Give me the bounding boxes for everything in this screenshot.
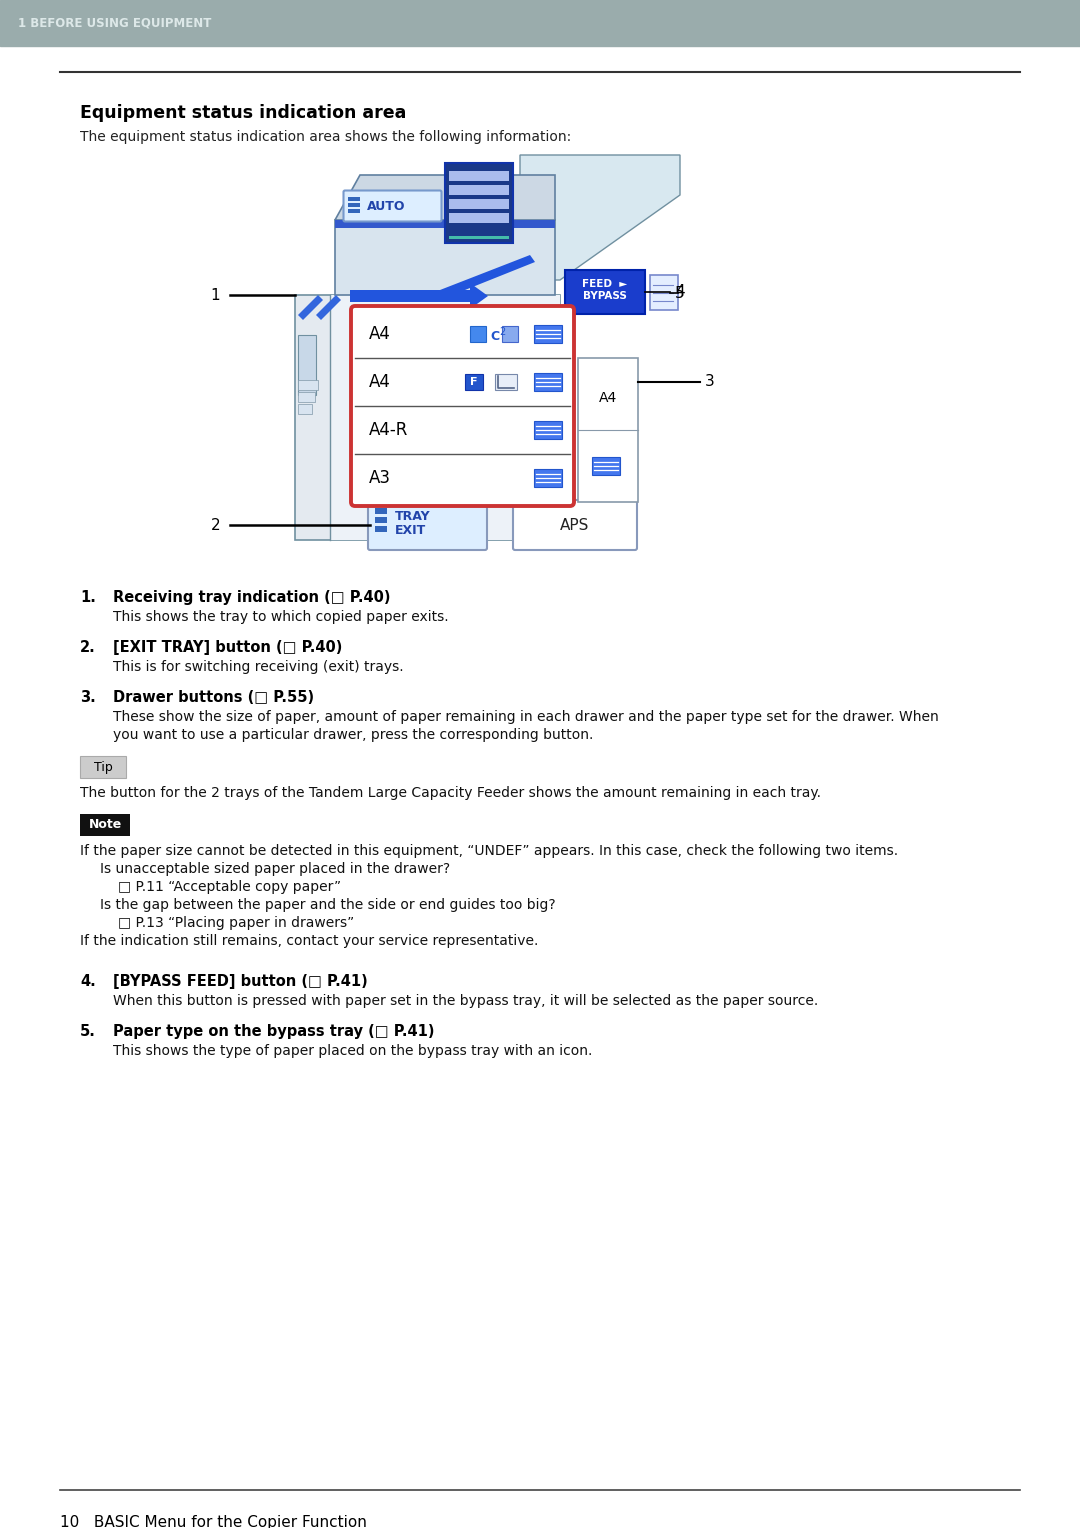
Text: These show the size of paper, amount of paper remaining in each drawer and the p: These show the size of paper, amount of …	[113, 711, 939, 724]
Text: Equipment status indication area: Equipment status indication area	[80, 104, 406, 122]
Text: Tip: Tip	[94, 761, 112, 773]
Bar	[348, 197, 360, 202]
Text: Is the gap between the paper and the side or end guides too big?: Is the gap between the paper and the sid…	[100, 898, 555, 912]
Bar	[298, 393, 315, 402]
Bar	[0, 0, 1080, 46]
Bar	[80, 756, 126, 778]
Bar	[578, 358, 638, 503]
Polygon shape	[316, 295, 341, 319]
Text: 4: 4	[675, 284, 685, 299]
Text: 2: 2	[211, 518, 220, 532]
Text: 2.: 2.	[80, 640, 96, 656]
Bar	[330, 295, 561, 539]
Text: 10   BASIC Menu for the Copier Function: 10 BASIC Menu for the Copier Function	[60, 1514, 367, 1528]
Text: A4: A4	[599, 391, 617, 405]
FancyBboxPatch shape	[513, 500, 637, 550]
Text: EXIT: EXIT	[395, 524, 427, 536]
Bar	[298, 380, 318, 390]
FancyBboxPatch shape	[368, 500, 487, 550]
Text: 1 BEFORE USING EQUIPMENT: 1 BEFORE USING EQUIPMENT	[18, 17, 212, 29]
Text: 4.: 4.	[80, 973, 96, 989]
Text: When this button is pressed with paper set in the bypass tray, it will be select: When this button is pressed with paper s…	[113, 995, 819, 1008]
Bar	[592, 457, 620, 475]
Bar	[298, 335, 316, 396]
Text: 1.: 1.	[80, 590, 96, 605]
Bar	[295, 295, 561, 539]
Text: Note: Note	[89, 819, 122, 831]
Text: Drawer buttons (□ P.55): Drawer buttons (□ P.55)	[113, 691, 314, 704]
Text: 5.: 5.	[80, 1024, 96, 1039]
Text: AUTO: AUTO	[367, 200, 405, 212]
Bar	[565, 270, 645, 313]
Bar	[375, 507, 387, 513]
Bar	[534, 422, 562, 439]
Text: 5: 5	[675, 286, 685, 301]
Bar	[445, 163, 513, 243]
Bar	[465, 374, 483, 390]
Bar	[80, 814, 130, 836]
FancyBboxPatch shape	[343, 191, 442, 222]
Bar	[449, 199, 509, 209]
Text: you want to use a particular drawer, press the corresponding button.: you want to use a particular drawer, pre…	[113, 727, 593, 743]
Bar	[298, 403, 312, 414]
Polygon shape	[298, 295, 323, 319]
Bar	[449, 171, 509, 180]
Bar	[449, 185, 509, 196]
Bar	[348, 209, 360, 212]
Text: □ P.13 “Placing paper in drawers”: □ P.13 “Placing paper in drawers”	[118, 915, 354, 931]
Text: □ P.11 “Acceptable copy paper”: □ P.11 “Acceptable copy paper”	[118, 880, 341, 894]
Text: 3.: 3.	[80, 691, 96, 704]
Text: If the indication still remains, contact your service representative.: If the indication still remains, contact…	[80, 934, 538, 947]
Text: A4-R: A4-R	[369, 422, 408, 439]
Text: 3: 3	[705, 374, 715, 390]
Bar	[449, 212, 509, 223]
Bar	[375, 526, 387, 532]
Text: TRAY: TRAY	[395, 510, 431, 524]
Text: [EXIT TRAY] button (□ P.40): [EXIT TRAY] button (□ P.40)	[113, 640, 342, 656]
Bar	[375, 516, 387, 523]
Polygon shape	[350, 283, 488, 309]
Text: BYPASS: BYPASS	[583, 290, 626, 301]
Bar	[534, 469, 562, 487]
Text: Receiving tray indication (□ P.40): Receiving tray indication (□ P.40)	[113, 590, 391, 605]
Text: F: F	[470, 377, 477, 387]
Polygon shape	[335, 176, 555, 220]
Text: Is unacceptable sized paper placed in the drawer?: Is unacceptable sized paper placed in th…	[100, 862, 450, 876]
Polygon shape	[519, 154, 680, 280]
Polygon shape	[440, 255, 535, 298]
Text: APS: APS	[561, 518, 590, 532]
FancyBboxPatch shape	[351, 306, 573, 506]
Text: This is for switching receiving (exit) trays.: This is for switching receiving (exit) t…	[113, 660, 404, 674]
Bar	[534, 373, 562, 391]
Text: A3: A3	[369, 469, 391, 487]
Text: 1: 1	[211, 287, 220, 303]
Text: A4: A4	[369, 325, 391, 342]
Bar	[650, 275, 678, 310]
Text: This shows the type of paper placed on the bypass tray with an icon.: This shows the type of paper placed on t…	[113, 1044, 592, 1057]
Bar	[470, 325, 486, 342]
Text: FEED  ►: FEED ►	[582, 280, 627, 289]
Bar	[495, 374, 517, 390]
Text: 2: 2	[499, 327, 505, 338]
Bar	[348, 203, 360, 206]
Text: [BYPASS FEED] button (□ P.41): [BYPASS FEED] button (□ P.41)	[113, 973, 368, 989]
Text: A4: A4	[369, 373, 391, 391]
Text: Paper type on the bypass tray (□ P.41): Paper type on the bypass tray (□ P.41)	[113, 1024, 434, 1039]
Text: If the paper size cannot be detected in this equipment, “UNDEF” appears. In this: If the paper size cannot be detected in …	[80, 843, 899, 859]
Bar	[502, 325, 518, 342]
Bar	[449, 235, 509, 238]
Text: The button for the 2 trays of the Tandem Large Capacity Feeder shows the amount : The button for the 2 trays of the Tandem…	[80, 785, 821, 801]
Bar	[335, 220, 555, 295]
Bar	[534, 325, 562, 342]
Text: C: C	[490, 330, 499, 342]
Text: The equipment status indication area shows the following information:: The equipment status indication area sho…	[80, 130, 571, 144]
Text: This shows the tray to which copied paper exits.: This shows the tray to which copied pape…	[113, 610, 448, 623]
Bar	[335, 220, 555, 228]
